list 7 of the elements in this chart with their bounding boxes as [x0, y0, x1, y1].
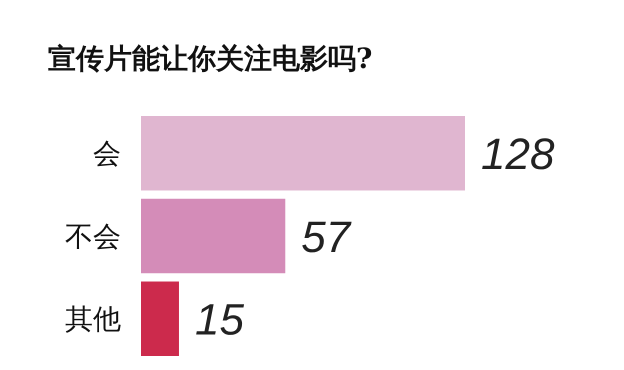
data-label: 15: [194, 296, 244, 345]
chart-title: 宣传片能让你关注电影吗?: [48, 42, 372, 75]
data-label: 128: [481, 130, 555, 180]
y-tick-label: 其他: [65, 302, 121, 336]
data-label: 57: [301, 212, 352, 262]
y-tick-label: 不会: [65, 220, 121, 253]
y-tick-label: 会: [93, 137, 121, 170]
